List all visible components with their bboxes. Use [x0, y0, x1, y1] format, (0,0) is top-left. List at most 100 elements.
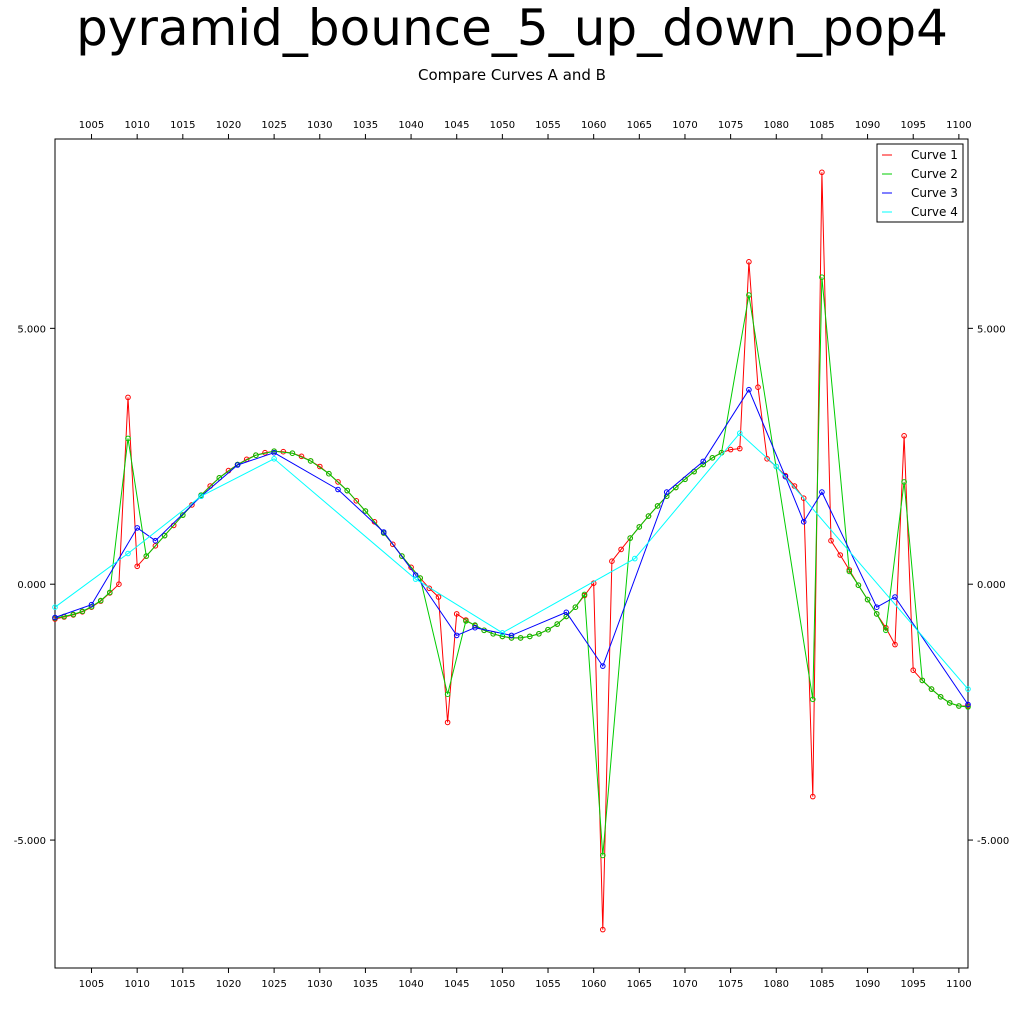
x-tick-label-bottom: 1085	[809, 979, 834, 990]
data-point	[326, 470, 332, 477]
data-point	[116, 581, 122, 588]
data-point	[600, 852, 606, 859]
x-tick-label-top: 1095	[900, 120, 925, 131]
data-point	[855, 582, 862, 589]
data-point	[198, 493, 204, 500]
data-point	[289, 450, 296, 457]
data-point	[125, 435, 131, 442]
legend-label: Curve 2	[911, 167, 958, 181]
data-point	[412, 576, 419, 582]
chart-subtitle: Compare Curves A and B	[418, 66, 606, 84]
data-point	[180, 512, 186, 518]
data-point	[353, 498, 360, 504]
data-point	[161, 532, 168, 539]
x-tick-label-bottom: 1045	[444, 979, 469, 990]
x-tick-label-top: 1020	[216, 120, 241, 131]
data-point	[746, 292, 752, 298]
x-tick-label-bottom: 1090	[855, 979, 880, 990]
x-tick-label-bottom: 1010	[124, 979, 149, 990]
data-point	[810, 793, 816, 800]
x-tick-label-bottom: 1100	[946, 979, 971, 990]
data-point	[800, 495, 807, 502]
data-point	[618, 546, 624, 553]
data-point	[134, 563, 140, 570]
data-point	[654, 503, 661, 509]
series-line	[54, 277, 969, 856]
data-point	[380, 529, 387, 535]
x-tick-label-top: 1015	[170, 120, 195, 131]
series-line	[54, 388, 969, 705]
data-point	[864, 596, 871, 603]
data-point	[764, 456, 770, 462]
data-point	[335, 479, 341, 485]
x-tick-label-top: 1035	[353, 120, 378, 131]
x-tick-label-top: 1055	[535, 120, 560, 131]
x-tick-label-bottom: 1035	[353, 979, 378, 990]
legend-box	[876, 143, 964, 223]
data-point	[965, 701, 971, 708]
x-tick-label-bottom: 1015	[170, 979, 195, 990]
data-point	[453, 632, 460, 639]
data-point	[97, 597, 104, 604]
legend-label: Curve 4	[911, 205, 958, 219]
series-layer	[52, 169, 971, 933]
data-point	[527, 633, 533, 640]
series-line	[54, 432, 969, 690]
data-point	[52, 614, 58, 621]
x-tick-label-bottom: 1080	[764, 979, 789, 990]
data-point	[499, 630, 506, 636]
x-tick-label-top: 1090	[855, 120, 880, 131]
x-tick-label-top: 1005	[79, 120, 104, 131]
data-point	[317, 463, 323, 470]
data-point	[508, 632, 515, 639]
x-tick-label-bottom: 1070	[672, 979, 697, 990]
y-tick-label-left: 0.000	[17, 580, 46, 591]
legend-label: Curve 1	[911, 148, 958, 162]
data-point	[536, 631, 542, 637]
x-tick-label-top: 1075	[718, 120, 743, 131]
data-point	[645, 513, 652, 519]
x-tick-label-top: 1045	[444, 120, 469, 131]
data-point	[746, 259, 752, 265]
data-point	[956, 703, 962, 709]
y-tick-label-right: 5.000	[977, 324, 1006, 335]
data-point	[746, 386, 752, 393]
data-point	[632, 555, 638, 562]
data-point	[663, 489, 670, 495]
data-point	[444, 719, 451, 726]
data-point	[892, 594, 898, 600]
data-point	[554, 621, 561, 627]
data-point	[737, 430, 743, 437]
data-point	[125, 394, 131, 401]
y-tick-label-right: 0.000	[977, 580, 1006, 591]
data-point	[271, 449, 277, 456]
data-point	[773, 463, 780, 470]
x-tick-label-bottom: 1040	[398, 979, 423, 990]
data-point	[782, 473, 789, 480]
x-tick-label-bottom: 1025	[261, 979, 286, 990]
data-point	[700, 458, 707, 465]
x-tick-label-top: 1050	[490, 120, 515, 131]
data-point	[901, 433, 907, 439]
x-tick-label-bottom: 1065	[627, 979, 652, 990]
x-tick-label-bottom: 1020	[216, 979, 241, 990]
data-point	[627, 535, 634, 541]
x-tick-label-top: 1040	[398, 120, 423, 131]
series-line	[54, 172, 968, 930]
data-point	[390, 541, 396, 548]
data-point	[344, 487, 351, 494]
x-tick-label-bottom: 1060	[581, 979, 606, 990]
data-point	[52, 604, 58, 611]
data-point	[819, 489, 825, 495]
data-point	[755, 384, 761, 391]
data-point	[335, 486, 341, 493]
data-point	[737, 445, 743, 452]
data-point	[453, 611, 460, 617]
data-point	[572, 604, 579, 611]
data-point	[928, 686, 935, 692]
data-point	[709, 455, 716, 461]
data-point	[873, 611, 880, 617]
data-point	[946, 700, 953, 706]
x-tick-label-bottom: 1095	[900, 979, 925, 990]
